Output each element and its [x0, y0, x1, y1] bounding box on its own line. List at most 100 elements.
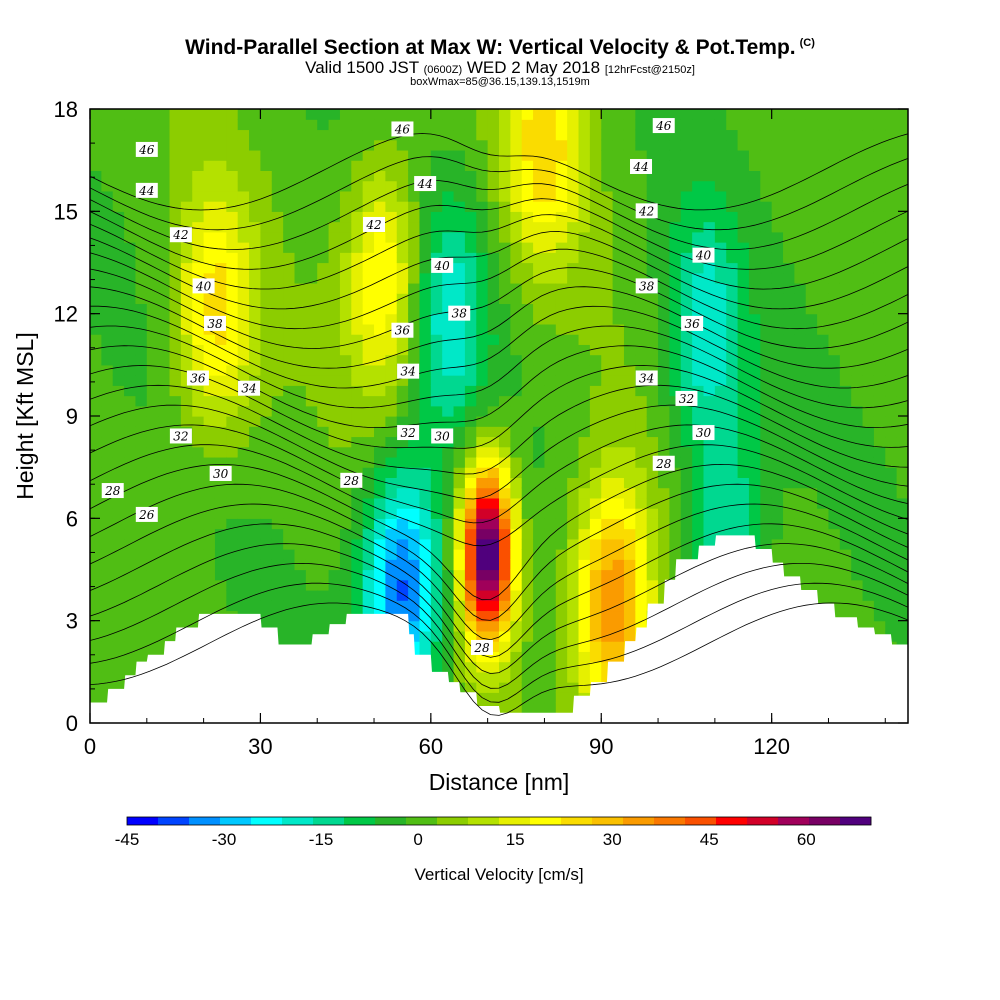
velocity-cell	[828, 293, 841, 305]
velocity-cell	[623, 477, 636, 489]
velocity-cell	[771, 456, 784, 468]
velocity-cell	[351, 149, 364, 161]
velocity-cell	[794, 119, 807, 131]
velocity-cell	[396, 405, 409, 417]
velocity-cell	[499, 303, 511, 315]
velocity-cell	[669, 139, 682, 151]
velocity-cell	[646, 242, 659, 253]
velocity-cell	[351, 139, 364, 151]
velocity-cell	[658, 180, 671, 192]
velocity-cell	[612, 477, 625, 489]
velocity-cell	[703, 180, 716, 192]
velocity-cell	[112, 661, 125, 673]
velocity-cell	[430, 610, 443, 622]
velocity-cell	[101, 231, 114, 243]
theta-label-text: 46	[655, 119, 672, 133]
velocity-cell	[442, 313, 455, 325]
velocity-cell	[885, 559, 898, 571]
velocity-cell	[544, 569, 557, 581]
velocity-cell	[203, 252, 216, 264]
velocity-cell	[112, 497, 125, 509]
velocity-cell	[351, 538, 364, 550]
velocity-cell	[90, 630, 102, 642]
velocity-cell	[533, 272, 546, 284]
velocity-cell	[533, 467, 546, 478]
velocity-cell	[748, 426, 761, 438]
velocity-cell	[385, 538, 398, 550]
velocity-cell	[862, 231, 875, 243]
velocity-cell	[692, 354, 705, 366]
velocity-cell	[396, 139, 409, 151]
velocity-cell	[294, 242, 307, 253]
velocity-cell	[192, 487, 205, 499]
velocity-cell	[658, 569, 671, 581]
velocity-cell	[510, 405, 523, 417]
velocity-cell	[112, 579, 125, 591]
velocity-cell	[328, 344, 341, 356]
colorbar: -45 -30 -15 0 15 30 45 60	[115, 816, 872, 849]
velocity-cell	[419, 242, 432, 253]
velocity-cell	[214, 589, 227, 601]
velocity-cell	[237, 518, 250, 530]
velocity-cell	[124, 620, 137, 632]
velocity-cell	[339, 344, 352, 356]
velocity-cell	[851, 518, 864, 530]
velocity-cell	[680, 518, 693, 530]
velocity-cell	[283, 559, 296, 571]
velocity-cell	[521, 456, 534, 468]
velocity-cell	[214, 426, 227, 438]
velocity-cell	[260, 436, 273, 448]
velocity-cell	[362, 323, 375, 335]
velocity-cell	[885, 252, 898, 264]
velocity-cell	[203, 272, 216, 284]
velocity-cell	[544, 610, 557, 622]
velocity-cell	[362, 416, 375, 427]
velocity-cell	[805, 487, 818, 499]
velocity-cell	[578, 661, 591, 673]
velocity-cell	[817, 129, 830, 141]
velocity-cell	[635, 385, 648, 397]
velocity-cell	[805, 364, 818, 376]
velocity-cell	[567, 416, 580, 427]
velocity-cell	[294, 610, 307, 622]
terrain-mask	[90, 535, 908, 723]
velocity-cell	[419, 354, 432, 366]
velocity-cell	[146, 549, 159, 560]
velocity-cell	[885, 579, 898, 591]
velocity-cell	[692, 262, 705, 274]
velocity-cell	[442, 538, 455, 550]
velocity-cell	[214, 416, 227, 427]
velocity-cell	[714, 477, 727, 489]
velocity-cell	[578, 610, 591, 622]
velocity-cell	[385, 589, 398, 601]
velocity-cell	[317, 139, 330, 151]
velocity-cell	[805, 446, 818, 458]
velocity-cell	[317, 221, 330, 233]
velocity-cell	[226, 129, 239, 141]
velocity-cell	[499, 313, 511, 325]
velocity-cell	[748, 201, 761, 212]
velocity-cell	[408, 456, 421, 468]
velocity-cell	[328, 446, 341, 458]
velocity-cell	[464, 149, 477, 161]
velocity-cell	[135, 589, 148, 601]
velocity-cell	[226, 211, 239, 223]
velocity-cell	[873, 313, 886, 325]
velocity-cell	[487, 354, 500, 366]
velocity-cell	[169, 293, 182, 305]
theta-label-bg	[135, 141, 158, 157]
velocity-cell	[146, 467, 159, 478]
velocity-cell	[124, 109, 137, 120]
velocity-cell	[578, 211, 591, 223]
velocity-cell	[692, 139, 705, 151]
velocity-cell	[203, 426, 216, 438]
velocity-cell	[760, 538, 773, 550]
velocity-cell	[90, 211, 102, 223]
velocity-cell	[112, 252, 125, 264]
velocity-cell	[90, 323, 102, 335]
velocity-cell	[90, 282, 102, 294]
velocity-cell	[885, 600, 898, 612]
velocity-cell	[817, 344, 830, 356]
velocity-cell	[760, 323, 773, 335]
velocity-cell	[487, 334, 500, 345]
